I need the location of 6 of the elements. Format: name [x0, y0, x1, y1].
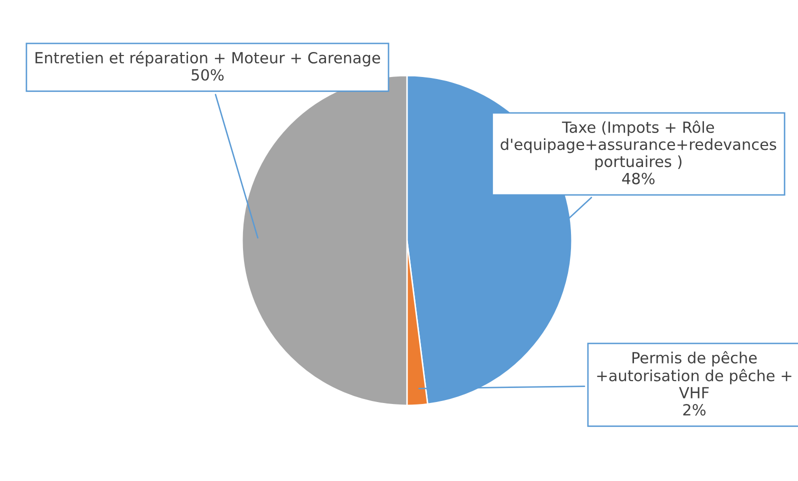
slice-label: Taxe (Impots + Rôle d'equipage+assurance+redevances portuaires ) [500, 120, 776, 170]
slice-label: Permis de pêche +autorisation de pêche + VHF [597, 351, 792, 398]
slice-label: Entretien et réparation + Moteur + Carenage [36, 51, 380, 66]
data-label: 50% [192, 69, 224, 81]
data-label: 48% [622, 172, 655, 184]
data-label: 2% [683, 404, 706, 416]
